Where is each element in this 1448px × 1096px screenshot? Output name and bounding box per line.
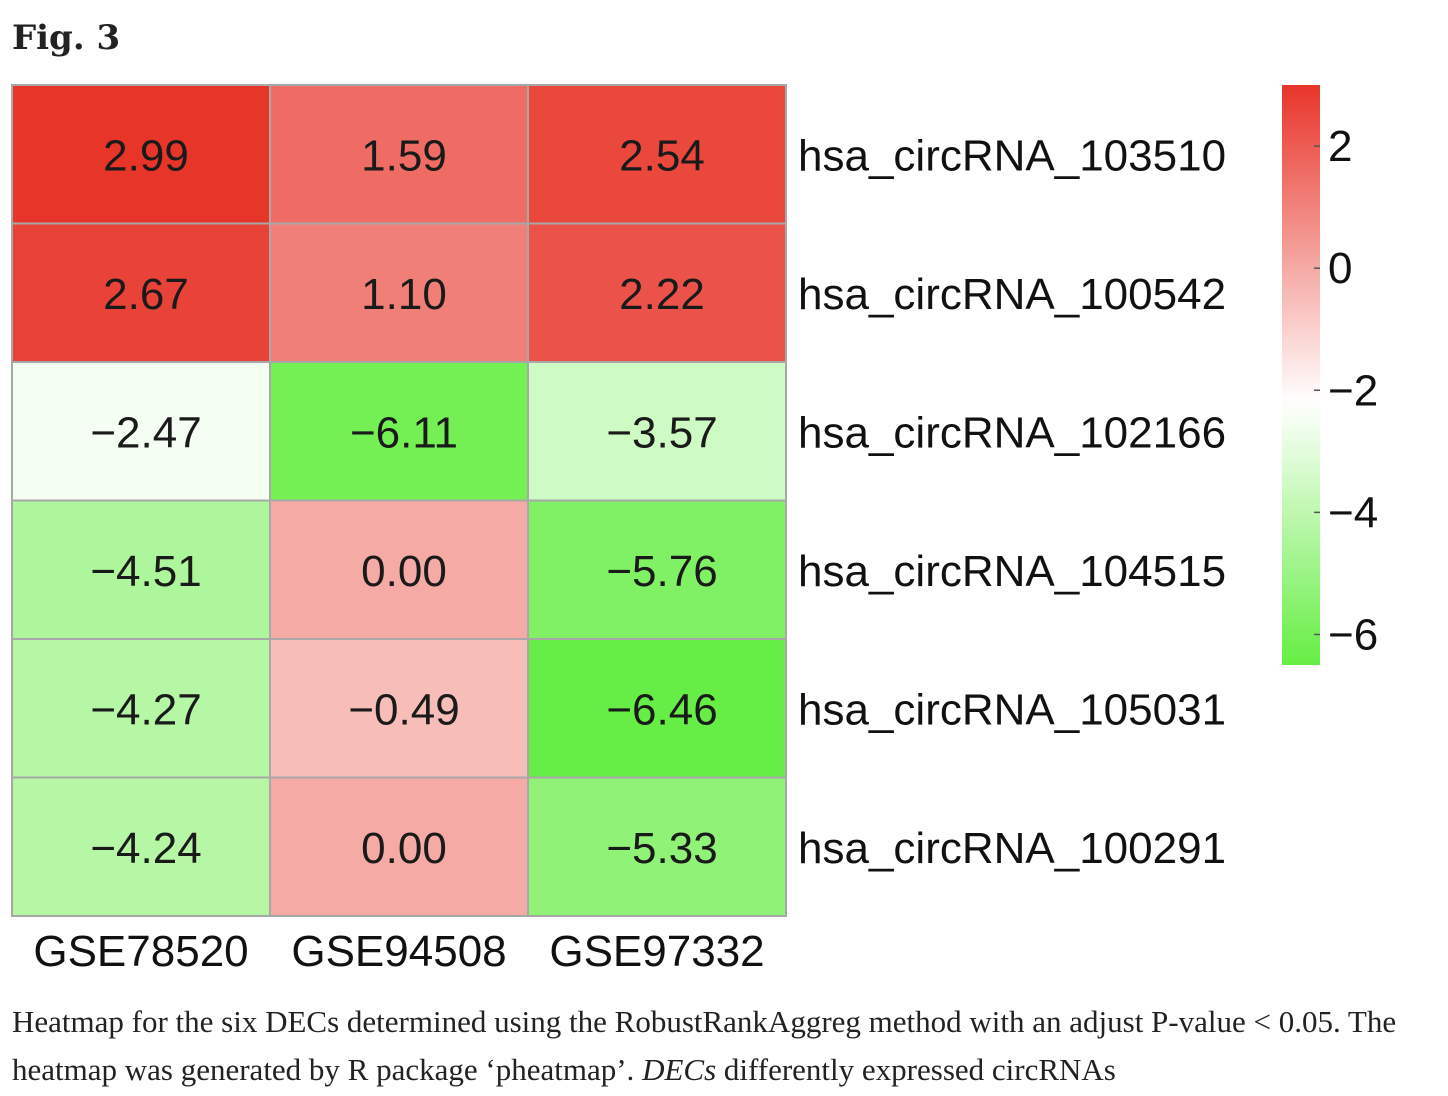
- cell-value-label: −2.47: [90, 408, 201, 457]
- heatmap-cell: [11, 776, 271, 917]
- heatmap-cell-labels: 2.99 1.59 2.54 2.67 1.10 2.22 −2.47 −6.11 −3.57 −…: [90, 131, 717, 873]
- column-label: GSE94508: [291, 927, 506, 976]
- heatmap-cell: [11, 638, 271, 779]
- heatmap-cell: [527, 361, 787, 502]
- heatmap-cell: [269, 361, 529, 502]
- heatmap-cell: [527, 776, 787, 917]
- color-legend: 2 0 −2 −4 −6: [1282, 85, 1378, 665]
- figure-caption: Heatmap for the six DECs determined usin…: [12, 998, 1437, 1094]
- caption-italic-term: DECs: [642, 1052, 717, 1087]
- cell-value-label: 2.67: [103, 270, 189, 319]
- cell-value-label: −6.11: [350, 408, 458, 457]
- cell-value-label: 0.00: [361, 547, 447, 596]
- heatmap-cells: [11, 84, 787, 917]
- cell-value-label: 2.99: [103, 131, 189, 180]
- cell-value-label: −6.46: [606, 685, 717, 734]
- cell-value-label: 2.22: [619, 270, 705, 319]
- cell-value-label: 1.10: [361, 270, 447, 319]
- heatmap-cell: [527, 499, 787, 640]
- row-label: hsa_circRNA_100542: [798, 270, 1226, 319]
- heatmap-cell: [11, 84, 271, 225]
- heatmap-cell: [527, 84, 787, 225]
- heatmap-cell: [11, 361, 271, 502]
- caption-text-after: differently expressed circRNAs: [716, 1052, 1116, 1087]
- legend-tick-label: 0: [1328, 244, 1352, 293]
- legend-tick-label: −4: [1328, 488, 1378, 537]
- cell-value-label: 1.59: [361, 131, 447, 180]
- cell-value-label: 0.00: [361, 824, 447, 873]
- heatmap-cell: [269, 84, 529, 225]
- cell-value-label: −4.27: [90, 685, 201, 734]
- cell-value-label: −0.49: [348, 685, 459, 734]
- heatmap-cell: [11, 222, 271, 363]
- legend-tick-label: −2: [1328, 366, 1378, 415]
- heatmap-cell: [11, 499, 271, 640]
- row-label: hsa_circRNA_103510: [798, 131, 1226, 180]
- figure-title: Fig. 3: [12, 18, 121, 58]
- heatmap-row-labels: hsa_circRNA_103510 hsa_circRNA_100542 hsa_…: [798, 131, 1226, 873]
- row-label: hsa_circRNA_105031: [798, 685, 1226, 734]
- legend-tick-label: 2: [1328, 122, 1352, 171]
- cell-value-label: −5.76: [606, 547, 717, 596]
- heatmap-cell: [269, 638, 529, 779]
- cell-value-label: 2.54: [619, 131, 705, 180]
- heatmap-cell: [269, 776, 529, 917]
- row-label: hsa_circRNA_100291: [798, 824, 1226, 873]
- heatmap-chart: 2.99 1.59 2.54 2.67 1.10 2.22 −2.47 −6.11 −3.57 −…: [11, 84, 1378, 976]
- legend-color-bar: [1282, 85, 1320, 665]
- cell-value-label: −4.51: [90, 547, 201, 596]
- column-label: GSE78520: [33, 927, 248, 976]
- cell-value-label: −3.57: [606, 408, 717, 457]
- cell-value-label: −5.33: [606, 824, 717, 873]
- caption-text-before: Heatmap for the six DECs determined usin…: [12, 1004, 1397, 1087]
- heatmap-cell: [527, 638, 787, 779]
- row-label: hsa_circRNA_104515: [798, 547, 1226, 596]
- row-label: hsa_circRNA_102166: [798, 408, 1226, 457]
- column-label: GSE97332: [549, 927, 764, 976]
- heatmap-column-labels: GSE78520 GSE94508 GSE97332: [33, 927, 764, 976]
- cell-value-label: −4.24: [90, 824, 201, 873]
- legend-tick-label: −6: [1328, 610, 1378, 659]
